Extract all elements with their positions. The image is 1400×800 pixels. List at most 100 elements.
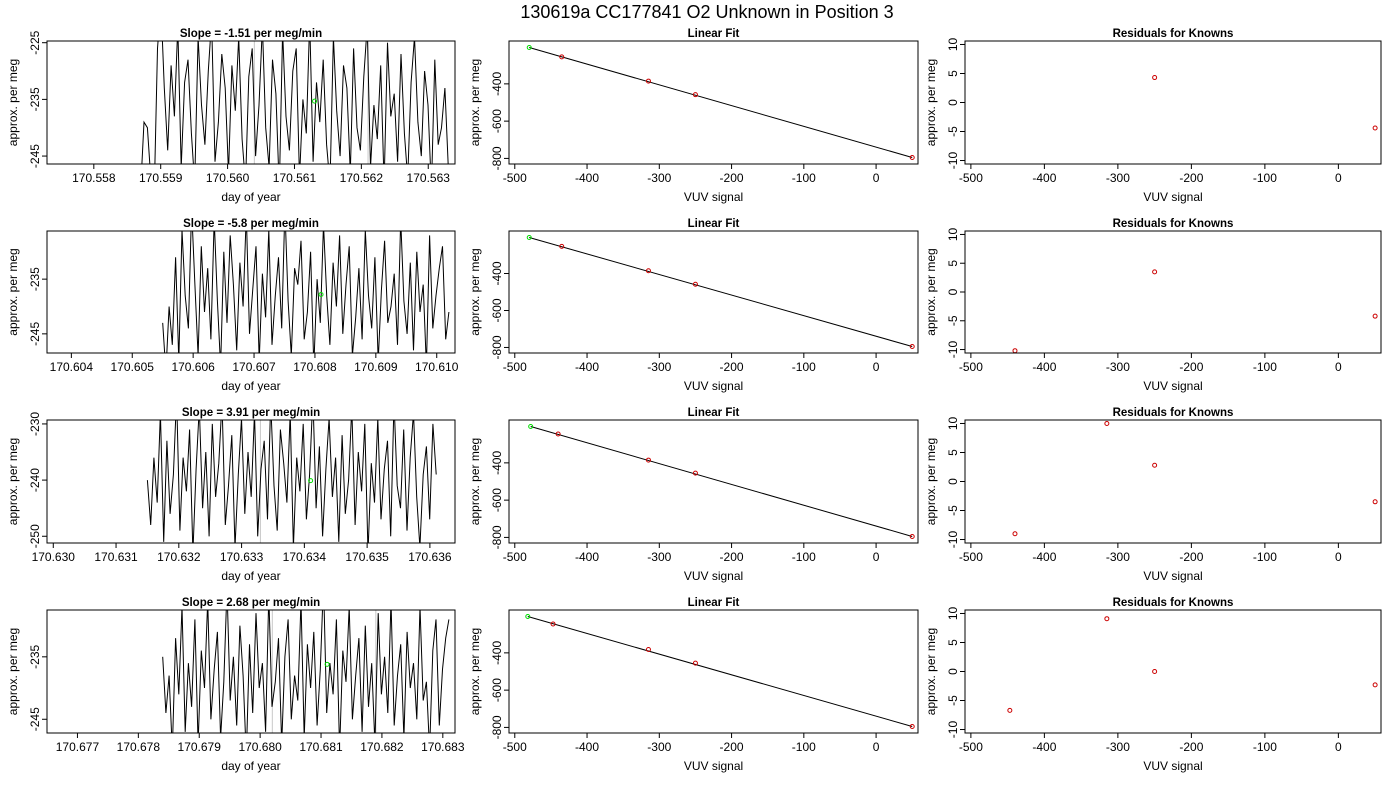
- x-tick-label: 170.632: [157, 550, 201, 564]
- y-tick-label: -800: [490, 335, 504, 359]
- x-tick-label: 170.558: [72, 171, 116, 185]
- y-tick-label: -235: [28, 644, 42, 668]
- x-tick-label: 170.604: [50, 360, 94, 374]
- x-tick-label: 170.560: [206, 171, 250, 185]
- x-tick-label: 0: [1335, 360, 1342, 374]
- x-axis-label: VUV signal: [1143, 569, 1202, 583]
- known-point: [1104, 616, 1110, 622]
- x-tick-label: 170.681: [299, 740, 343, 754]
- x-tick-label: -200: [1179, 550, 1203, 564]
- x-tick-label: -500: [503, 171, 527, 185]
- plot-area: [526, 45, 915, 160]
- x-tick-label: -500: [959, 171, 983, 185]
- y-tick-label: -600: [490, 488, 504, 512]
- signal-line: [162, 610, 450, 733]
- x-tick-label: 170.634: [283, 550, 327, 564]
- x-tick-label: 0: [1335, 550, 1342, 564]
- fit-line: [527, 616, 913, 727]
- panel-r2-c1: Slope = -5.8 per meg/min 170.604 170.605 17…: [6, 218, 459, 393]
- fit-line: [530, 426, 913, 537]
- y-tick-label: 0: [946, 668, 960, 675]
- panel-title: Slope = 2.68 per meg/min: [182, 597, 320, 609]
- x-tick-label: 170.608: [293, 360, 337, 374]
- plot-frame: [508, 40, 919, 165]
- unknown-point: [308, 478, 314, 484]
- x-axis-label: day of year: [221, 759, 280, 773]
- x-tick-label: -100: [792, 550, 816, 564]
- plot-area: [141, 41, 449, 164]
- plot-area: [1012, 420, 1378, 537]
- panel-r2-c2: Linear Fit -500 -400 -300 -200 -100 0 -400 -600 -…: [468, 218, 919, 393]
- x-tick-label: -500: [503, 740, 527, 754]
- plot-frame: [46, 40, 456, 165]
- y-tick-label: -400: [490, 72, 504, 96]
- panel-title: Slope = 3.91 per meg/min: [182, 407, 320, 419]
- x-axis-label: VUV signal: [684, 190, 743, 204]
- x-tick-label: 170.630: [32, 550, 76, 564]
- x-tick-label: -500: [959, 550, 983, 564]
- panel-title: Linear Fit: [688, 597, 740, 609]
- x-tick-label: 170.609: [354, 360, 398, 374]
- x-tick-label: -300: [1106, 740, 1130, 754]
- y-tick-label: -600: [490, 109, 504, 133]
- panel-title: Residuals for Knowns: [1113, 597, 1234, 609]
- x-tick-label: -400: [1032, 360, 1056, 374]
- y-tick-label: -235: [28, 267, 42, 291]
- x-tick-label: -300: [1106, 171, 1130, 185]
- x-axis-label: VUV signal: [1143, 190, 1202, 204]
- x-tick-label: -200: [720, 550, 744, 564]
- x-tick-label: 0: [873, 360, 880, 374]
- x-tick-label: 170.559: [139, 171, 183, 185]
- y-axis-label: approx. per meg: [468, 628, 482, 715]
- known-point: [550, 621, 556, 627]
- x-tick-label: -100: [1253, 171, 1277, 185]
- x-tick-label: 0: [1335, 171, 1342, 185]
- x-tick-label: -200: [1179, 740, 1203, 754]
- unknown-point: [324, 661, 330, 667]
- y-tick-label: 0: [946, 99, 960, 106]
- plot-frame: [508, 230, 919, 354]
- y-tick-label: -245: [28, 707, 42, 731]
- x-tick-label: -300: [1106, 550, 1130, 564]
- x-axis-label: VUV signal: [1143, 379, 1202, 393]
- panel-r1-c2: Linear Fit -500 -400 -300 -200 -100 0 -400 -600 -…: [468, 28, 919, 204]
- y-tick-label: -225: [28, 30, 42, 54]
- x-tick-label: 170.680: [238, 740, 282, 754]
- x-tick-label: -100: [1253, 550, 1277, 564]
- signal-line: [141, 41, 449, 164]
- known-point: [1372, 313, 1378, 319]
- known-point: [909, 533, 915, 539]
- x-axis-label: day of year: [221, 379, 280, 393]
- x-tick-label: 0: [1335, 740, 1342, 754]
- panel-title: Residuals for Knowns: [1113, 218, 1234, 230]
- known-point: [559, 243, 565, 249]
- known-point: [692, 470, 698, 476]
- y-tick-label: -10: [946, 721, 960, 739]
- x-tick-label: 170.607: [232, 360, 276, 374]
- y-axis-label: approx. per meg: [6, 628, 20, 715]
- x-tick-label: 0: [873, 171, 880, 185]
- x-axis-label: VUV signal: [684, 379, 743, 393]
- y-tick-label: -400: [490, 261, 504, 285]
- x-tick-label: -500: [959, 740, 983, 754]
- known-point: [692, 660, 698, 666]
- y-tick-label: -10: [946, 531, 960, 549]
- known-point: [645, 78, 651, 84]
- x-tick-label: 0: [873, 740, 880, 754]
- known-point: [1152, 75, 1158, 81]
- panel-r3-c1: Slope = 3.91 per meg/min 170.630 170.631 17…: [6, 407, 456, 583]
- unknown-point: [526, 45, 532, 51]
- known-point: [692, 92, 698, 98]
- plot-frame: [46, 609, 456, 734]
- y-tick-label: -5: [946, 695, 960, 706]
- x-axis-label: day of year: [221, 569, 280, 583]
- panel-grid: Slope = -1.51 per meg/min 170.558 170.559 1…: [6, 28, 1382, 773]
- known-point: [645, 647, 651, 653]
- plot-frame: [46, 230, 456, 354]
- x-axis-label: VUV signal: [684, 759, 743, 773]
- x-tick-label: 170.633: [220, 550, 264, 564]
- y-tick-label: -400: [490, 451, 504, 475]
- x-tick-label: 170.606: [171, 360, 215, 374]
- x-tick-label: 170.677: [56, 740, 100, 754]
